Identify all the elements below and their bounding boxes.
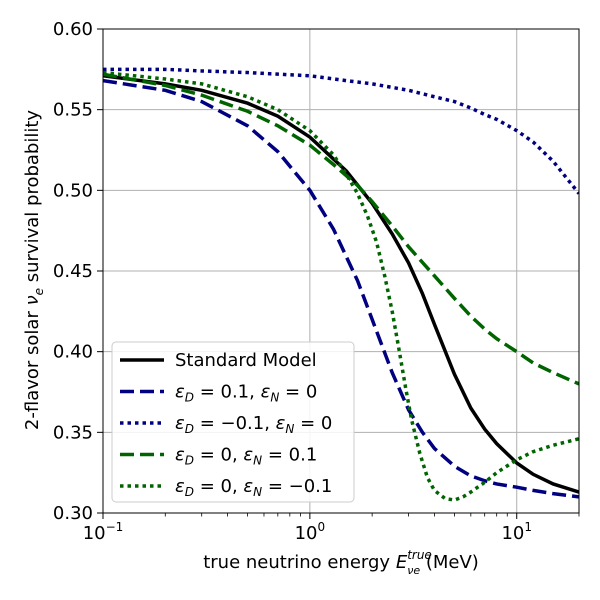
y-tick-label: 0.45 bbox=[53, 261, 93, 282]
legend-label-4: εD = 0, εN = 0.1 bbox=[175, 445, 317, 468]
y-axis-ticks: 0.30 0.35 0.40 0.45 0.50 0.55 0.60 bbox=[53, 19, 103, 524]
x-tick-label: 100 bbox=[295, 520, 326, 544]
x-tick-label: 101 bbox=[501, 520, 532, 544]
legend: Standard Model εD = 0.1, εN = 0 εD = −0.1,… bbox=[111, 341, 355, 503]
legend-label-2: εD = 0.1, εN = 0 bbox=[175, 382, 317, 405]
series-line-3 bbox=[103, 67, 579, 195]
legend-label-1: Standard Model bbox=[175, 350, 317, 371]
legend-box bbox=[111, 341, 355, 503]
y-tick-label: 0.40 bbox=[53, 342, 93, 363]
legend-label-3: εD = −0.1, εN = 0 bbox=[175, 413, 332, 436]
y-axis-label: 2-flavor solar νe survival probability bbox=[22, 110, 46, 430]
x-axis-ticks: 10−1 100 101 bbox=[83, 513, 580, 544]
series-line-1 bbox=[103, 74, 579, 494]
y-tick-label: 0.50 bbox=[53, 180, 93, 201]
series-line-4 bbox=[103, 72, 579, 386]
y-tick-label: 0.30 bbox=[53, 503, 93, 524]
series-line-5 bbox=[103, 70, 579, 502]
x-axis-label: true neutrino energy Etrue νe (MeV) bbox=[203, 548, 479, 577]
y-tick-label: 0.55 bbox=[53, 100, 93, 121]
y-tick-label: 0.35 bbox=[53, 422, 93, 443]
legend-label-5: εD = 0, εN = −0.1 bbox=[175, 476, 332, 499]
x-tick-label: 10−1 bbox=[83, 520, 124, 544]
y-tick-label: 0.60 bbox=[53, 19, 93, 40]
